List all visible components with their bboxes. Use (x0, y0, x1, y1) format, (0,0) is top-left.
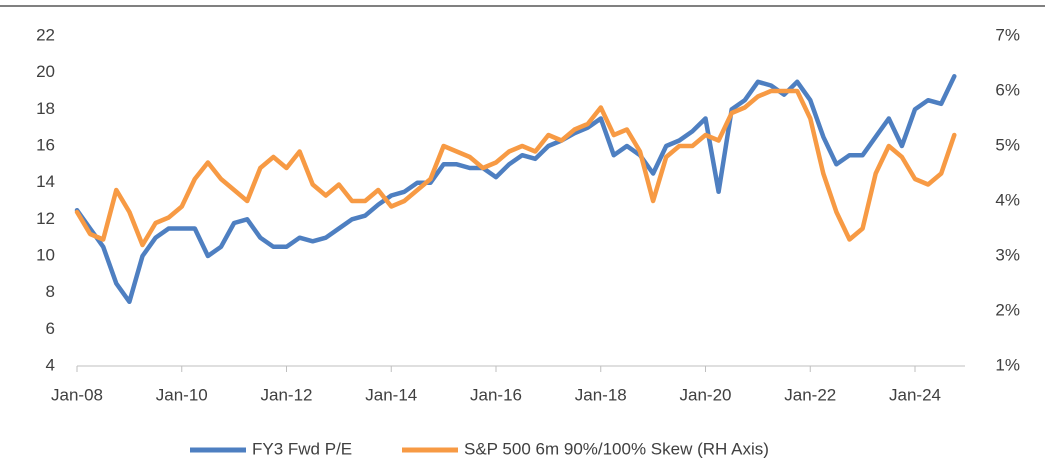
y-tick-label: 10 (36, 245, 55, 264)
y-tick-label: 4 (46, 355, 55, 374)
y-tick-label: 20 (36, 62, 55, 81)
x-tick-label: Jan-10 (156, 385, 208, 404)
y2-tick-label: 6% (995, 80, 1020, 99)
y2-tick-label: 7% (995, 25, 1020, 44)
y-tick-label: 6 (46, 319, 55, 338)
x-tick-label: Jan-22 (784, 385, 836, 404)
series-line (74, 74, 957, 305)
series-line (74, 88, 957, 248)
x-tick-label: Jan-12 (261, 385, 313, 404)
y2-tick-label: 5% (995, 135, 1020, 154)
y2-tick-label: 3% (995, 245, 1020, 264)
x-tick-label: Jan-18 (575, 385, 627, 404)
x-tick-label: Jan-08 (51, 385, 103, 404)
x-tick-label: Jan-14 (365, 385, 417, 404)
y-tick-label: 22 (36, 25, 55, 44)
x-tick-label: Jan-24 (889, 385, 941, 404)
y-tick-label: 16 (36, 135, 55, 154)
legend-label: S&P 500 6m 90%/100% Skew (RH Axis) (464, 439, 769, 458)
y-tick-label: 18 (36, 99, 55, 118)
x-tick-label: Jan-16 (470, 385, 522, 404)
y-tick-label: 12 (36, 209, 55, 228)
x-tick-label: Jan-20 (680, 385, 732, 404)
y2-tick-label: 2% (995, 300, 1020, 319)
legend-label: FY3 Fwd P/E (252, 439, 352, 458)
y-tick-label: 8 (46, 282, 55, 301)
y2-tick-label: 4% (995, 190, 1020, 209)
y2-tick-label: 1% (995, 355, 1020, 374)
y-tick-label: 14 (36, 172, 55, 191)
